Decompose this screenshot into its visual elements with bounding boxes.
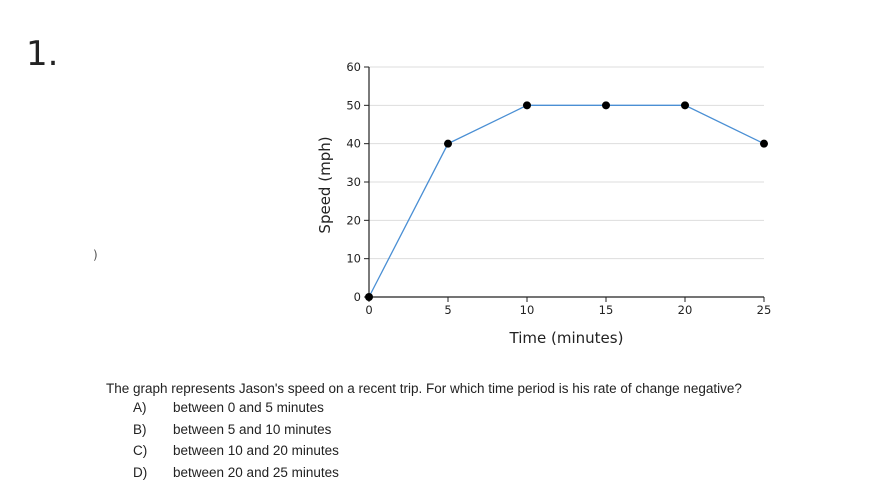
data-point-20 <box>681 101 689 110</box>
option-d-letter: D) <box>133 464 148 480</box>
x-tick-label-10: 10 <box>520 303 535 317</box>
y-tick-label-30: 30 <box>346 175 361 189</box>
data-point-25 <box>760 139 768 148</box>
y-tick-label-20: 20 <box>346 213 361 227</box>
y-tick-label-0: 0 <box>354 290 361 304</box>
data-point-10 <box>523 101 531 110</box>
option-d-text: between 20 and 25 minutes <box>173 464 339 480</box>
series <box>365 101 768 301</box>
option-a-letter: A) <box>133 400 147 415</box>
grid-lines <box>369 66 764 260</box>
option-b-letter: B) <box>133 421 147 437</box>
option-b-text: between 5 and 10 minutes <box>173 421 332 437</box>
option-c-text: between 10 and 20 minutes <box>173 443 339 458</box>
stray-mark: ) <box>93 248 98 262</box>
series-line <box>368 104 765 298</box>
speed-time-chart: 0 10 20 30 40 50 60 0 5 10 15 20 25 Time (minutes) S… <box>316 60 771 347</box>
option-a[interactable]: A) between 0 and 5 minutes <box>133 400 339 422</box>
y-tick-label-10: 10 <box>346 252 361 266</box>
option-d[interactable]: D) between 20 and 25 minutes <box>133 465 339 487</box>
x-tick-label-20: 20 <box>678 303 693 317</box>
tick-labels: 0 10 20 30 40 50 60 0 5 10 15 20 25 <box>346 60 771 317</box>
option-b[interactable]: B) between 5 and 10 minutes <box>133 422 339 444</box>
option-c[interactable]: C) between 10 and 20 minutes <box>133 443 339 465</box>
x-tick-label-5: 5 <box>444 303 451 317</box>
question-number: 1. <box>26 34 59 74</box>
axes <box>364 66 765 302</box>
y-tick-label-40: 40 <box>346 137 361 151</box>
y-tick-label-60: 60 <box>346 60 361 74</box>
question-text: The graph represents Jason's speed on a … <box>106 381 742 396</box>
data-point-5 <box>444 139 452 148</box>
y-tick-label-50: 50 <box>346 98 361 112</box>
x-tick-label-15: 15 <box>599 303 614 317</box>
x-axis-label: Time (minutes) <box>509 329 624 347</box>
answer-options: A) between 0 and 5 minutes B) between 5 … <box>133 400 339 486</box>
x-tick-label-0: 0 <box>365 303 372 317</box>
data-point-15 <box>602 101 610 110</box>
option-a-text: between 0 and 5 minutes <box>173 400 324 415</box>
option-c-letter: C) <box>133 443 148 458</box>
x-tick-label-25: 25 <box>757 303 772 317</box>
y-axis-label: Speed (mph) <box>316 136 334 233</box>
data-point-0 <box>365 293 373 301</box>
